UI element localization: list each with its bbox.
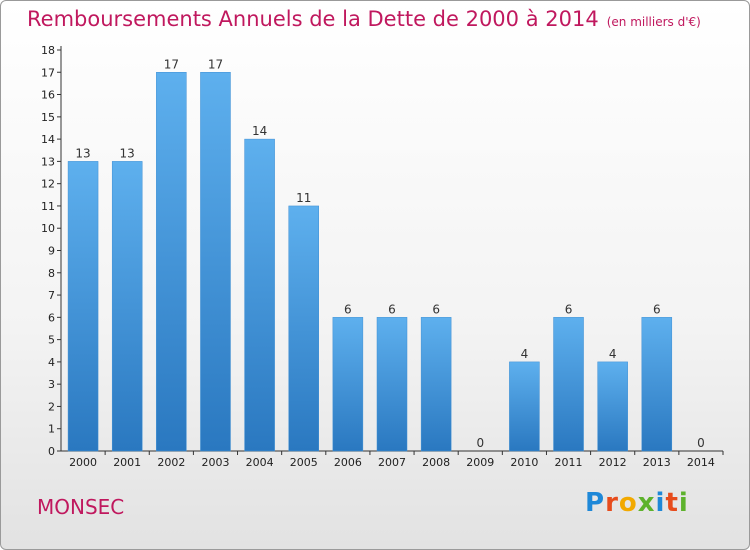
logo-letter: x — [637, 488, 656, 518]
y-tick-label: 5 — [48, 334, 55, 347]
y-tick-label: 11 — [41, 200, 55, 213]
bar — [244, 138, 275, 452]
y-tick-label: 15 — [41, 111, 55, 124]
bar — [156, 72, 187, 452]
y-tick-label: 17 — [41, 66, 55, 79]
y-tick-label: 16 — [41, 89, 55, 102]
bar — [509, 361, 540, 452]
chart-title: Remboursements Annuels de la Dette de 20… — [27, 7, 701, 31]
data-label: 17 — [164, 57, 179, 71]
x-tick-label: 2014 — [687, 456, 715, 469]
bar — [376, 317, 408, 452]
y-tick-label: 4 — [48, 356, 55, 369]
y-tick-label: 9 — [48, 245, 55, 258]
bar — [641, 317, 673, 452]
y-tick-label: 1 — [48, 423, 55, 436]
data-label: 13 — [120, 146, 135, 160]
proxiti-logo: Proxiti — [585, 488, 689, 518]
data-label: 4 — [609, 347, 617, 361]
data-label: 14 — [252, 124, 267, 138]
chart-unit: (en milliers d'€) — [606, 15, 701, 29]
y-tick-label: 13 — [41, 155, 55, 168]
y-tick-label: 12 — [41, 178, 55, 191]
x-tick-label: 2012 — [599, 456, 627, 469]
chart-title-text: Remboursements Annuels de la Dette de 20… — [27, 7, 599, 31]
data-label: 6 — [565, 302, 573, 316]
y-tick-label: 14 — [41, 133, 55, 146]
x-tick-label: 2007 — [378, 456, 406, 469]
data-label: 6 — [388, 302, 396, 316]
x-tick-label: 2013 — [643, 456, 671, 469]
bar — [67, 161, 99, 452]
data-label: 6 — [432, 302, 440, 316]
x-tick-label: 2010 — [510, 456, 538, 469]
x-tick-label: 2002 — [157, 456, 185, 469]
logo-letter: r — [605, 488, 619, 518]
y-tick-label: 6 — [48, 311, 55, 324]
x-tick-label: 2008 — [422, 456, 450, 469]
x-tick-label: 2001 — [113, 456, 141, 469]
bar — [111, 161, 143, 452]
x-tick-label: 2005 — [290, 456, 318, 469]
x-tick-label: 2009 — [466, 456, 494, 469]
logo-letter: i — [655, 488, 666, 518]
logo-letter: P — [585, 488, 606, 518]
x-tick-label: 2003 — [201, 456, 229, 469]
bar — [288, 205, 319, 452]
data-label: 6 — [653, 302, 661, 316]
bar — [332, 317, 364, 452]
logo-letter: i — [678, 488, 689, 518]
bar — [553, 317, 584, 452]
logo-letter: t — [665, 488, 679, 518]
x-tick-label: 2004 — [246, 456, 274, 469]
y-tick-label: 0 — [48, 445, 55, 458]
y-tick-label: 18 — [41, 44, 55, 57]
data-label: 4 — [521, 347, 529, 361]
data-label: 17 — [208, 57, 223, 71]
bar — [200, 72, 231, 452]
logo-letter: o — [618, 488, 638, 518]
y-tick-label: 3 — [48, 378, 55, 391]
x-tick-label: 2006 — [334, 456, 362, 469]
x-tick-label: 2011 — [555, 456, 583, 469]
y-tick-label: 7 — [48, 289, 55, 302]
y-tick-label: 8 — [48, 267, 55, 280]
y-tick-label: 10 — [41, 222, 55, 235]
bar — [420, 317, 452, 452]
town-name: MONSEC — [37, 495, 125, 519]
data-label: 0 — [697, 436, 705, 450]
data-label: 13 — [75, 146, 90, 160]
bar — [597, 361, 628, 452]
x-tick-label: 2000 — [69, 456, 97, 469]
data-label: 6 — [344, 302, 352, 316]
data-label: 0 — [476, 436, 484, 450]
y-tick-label: 2 — [48, 400, 55, 413]
data-label: 11 — [296, 191, 311, 205]
